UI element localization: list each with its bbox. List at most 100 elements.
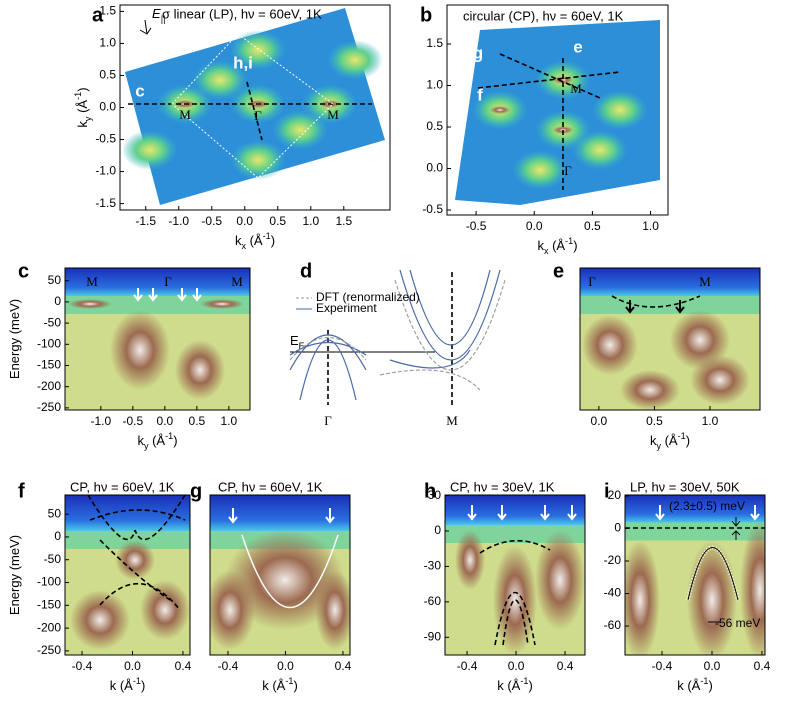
intensity bbox=[210, 570, 255, 650]
x-tick-label: -1.0 bbox=[91, 414, 112, 428]
x-tick-label: 0.0 bbox=[508, 659, 525, 673]
annotation: Γ bbox=[588, 274, 596, 289]
image-band bbox=[580, 293, 760, 314]
symbol: E bbox=[152, 6, 161, 21]
unit: (Å bbox=[116, 678, 133, 693]
symbol: k bbox=[75, 121, 90, 128]
spot bbox=[572, 130, 628, 170]
intensity bbox=[625, 540, 660, 655]
x-tick-label: 1.0 bbox=[221, 414, 238, 428]
symbol: k bbox=[235, 233, 242, 248]
image-top bbox=[65, 268, 250, 296]
image-top bbox=[625, 495, 765, 523]
intensity bbox=[315, 570, 350, 650]
spot bbox=[230, 140, 286, 180]
plot-frame bbox=[64, 267, 251, 411]
intensity bbox=[175, 340, 225, 400]
y-tick-label: 1.0 bbox=[426, 78, 443, 92]
band-line bbox=[611, 295, 701, 308]
spot bbox=[122, 130, 178, 170]
dft-bands bbox=[289, 279, 506, 391]
intensity bbox=[740, 520, 765, 655]
close: ) bbox=[686, 433, 690, 448]
intensity bbox=[225, 530, 345, 630]
exponent: -1 bbox=[285, 676, 293, 686]
symbol: k bbox=[262, 678, 269, 693]
y-tick-label: 0.5 bbox=[426, 119, 443, 133]
annotation: (2.3±0.5) meV bbox=[669, 499, 745, 513]
close: ) bbox=[173, 433, 177, 448]
y-tick-label: 0 bbox=[54, 529, 61, 543]
y-tick-label: 50 bbox=[48, 273, 62, 287]
panel-title: CP, hν = 60eV, 1K bbox=[70, 479, 175, 494]
plot-frame bbox=[446, 4, 669, 216]
intensity bbox=[455, 530, 485, 590]
axis-label: k (Å-1) bbox=[110, 676, 146, 693]
panel-title: CP, hν = 60eV, 1K bbox=[218, 479, 323, 494]
intensity bbox=[493, 545, 537, 655]
x-tick-label: 0.0 bbox=[526, 219, 543, 233]
y-tick-label: -150 bbox=[37, 597, 61, 611]
y-tick-label: 20 bbox=[608, 488, 622, 502]
annotation: M bbox=[231, 274, 243, 289]
image-top bbox=[65, 495, 190, 531]
axis-label: EF bbox=[290, 333, 305, 351]
spot bbox=[592, 90, 648, 130]
y-tick-label: -40 bbox=[604, 586, 622, 600]
axis-label: k (Å-1) bbox=[677, 676, 713, 693]
panel-letter: a bbox=[92, 4, 104, 26]
close: ) bbox=[141, 678, 145, 693]
axis-label: k (Å-1) bbox=[497, 676, 533, 693]
symbol: k bbox=[650, 433, 657, 448]
exponent: -1 bbox=[165, 431, 173, 441]
overlays bbox=[87, 19, 765, 646]
arrows bbox=[228, 508, 335, 524]
annotation: e bbox=[573, 37, 582, 56]
band-line bbox=[241, 534, 339, 609]
annotation: M bbox=[699, 274, 711, 289]
y-tick-label: -30 bbox=[424, 559, 442, 573]
x-tick-label: 1.5 bbox=[335, 214, 352, 228]
legend-label: DFT (renormalized) bbox=[316, 290, 420, 304]
y-tick-label: 0.0 bbox=[426, 161, 443, 175]
annotation: c bbox=[135, 81, 144, 100]
unit: (Å bbox=[684, 678, 701, 693]
x-tick-label: 0.4 bbox=[335, 659, 352, 673]
arrows bbox=[655, 505, 760, 521]
x-tick-label: 0.5 bbox=[269, 214, 286, 228]
panel-title: LP, hν = 30eV, 50K bbox=[630, 479, 740, 494]
axis-label: E|| bbox=[152, 6, 165, 24]
annotation: Γ bbox=[164, 274, 172, 289]
plot-frame bbox=[579, 267, 761, 411]
plot-frame bbox=[64, 494, 191, 656]
close: ) bbox=[708, 678, 712, 693]
axis-label: kx (Å-1) bbox=[235, 231, 275, 251]
subscript: x bbox=[241, 241, 246, 251]
intensity bbox=[200, 299, 244, 309]
image-top bbox=[445, 495, 585, 526]
subscript: y bbox=[83, 116, 93, 121]
arrows bbox=[133, 288, 202, 302]
x-tick-label: 0.5 bbox=[646, 414, 663, 428]
subscript: || bbox=[161, 14, 166, 24]
intensity bbox=[687, 540, 737, 655]
annotation: Γ bbox=[324, 413, 332, 428]
plot-frame bbox=[624, 494, 766, 656]
exponent: -1 bbox=[73, 92, 83, 100]
image bbox=[65, 495, 190, 655]
exponent: -1 bbox=[700, 676, 708, 686]
image-band bbox=[625, 520, 765, 541]
y-tick-label: -200 bbox=[37, 379, 61, 393]
x-tick-label: 0.0 bbox=[157, 414, 174, 428]
exponent: -1 bbox=[678, 431, 686, 441]
axis-label: Energy (meV) bbox=[7, 535, 22, 615]
y-tick-label: 0.0 bbox=[99, 100, 116, 114]
y-tick-label: 0 bbox=[434, 523, 441, 537]
image bbox=[455, 20, 660, 205]
image bbox=[625, 495, 765, 655]
intensity bbox=[690, 355, 750, 405]
x-tick-label: -0.4 bbox=[72, 659, 93, 673]
x-tick-label: 0.0 bbox=[591, 414, 608, 428]
close: ) bbox=[75, 87, 90, 91]
